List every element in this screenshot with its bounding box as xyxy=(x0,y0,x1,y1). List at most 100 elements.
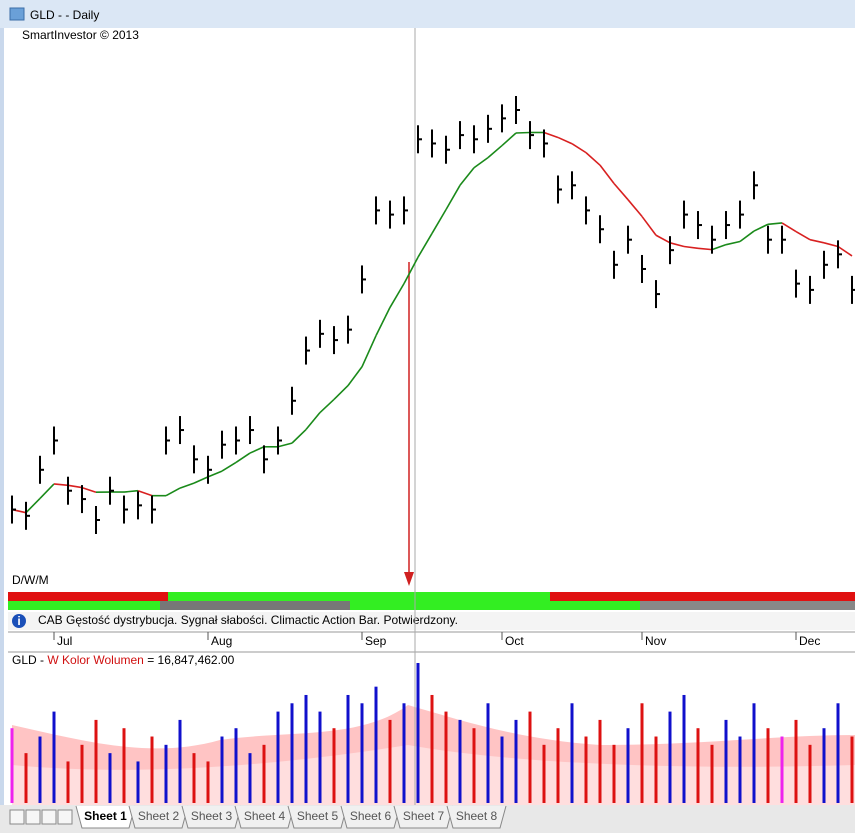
volume-bar xyxy=(193,753,196,803)
volume-bar xyxy=(529,712,532,803)
nav-first[interactable] xyxy=(10,810,24,824)
volume-bar xyxy=(305,695,308,803)
volume-bar xyxy=(249,753,252,803)
sheet-tab-label[interactable]: Sheet 5 xyxy=(297,809,339,823)
volume-bar xyxy=(711,745,714,803)
moving-average xyxy=(516,132,530,133)
volume-bar xyxy=(53,712,56,803)
volume-bar xyxy=(697,728,700,803)
nav-last[interactable] xyxy=(58,810,72,824)
volume-bar xyxy=(851,737,854,803)
volume-bar xyxy=(151,737,154,803)
volume-symbol: GLD - xyxy=(12,653,44,667)
left-frame xyxy=(0,28,4,833)
volume-bar xyxy=(221,737,224,803)
volume-bar xyxy=(137,761,140,803)
strip-red xyxy=(550,592,855,601)
volume-bar xyxy=(543,745,546,803)
volume-bar xyxy=(319,712,322,803)
volume-bar xyxy=(375,687,378,803)
volume-bar xyxy=(235,728,238,803)
month-label: Sep xyxy=(365,634,387,648)
period-switch[interactable]: D/W/M xyxy=(12,573,49,587)
volume-bar xyxy=(641,703,644,803)
volume-bar xyxy=(263,745,266,803)
volume-bar xyxy=(81,745,84,803)
sheet-tab-label[interactable]: Sheet 3 xyxy=(191,809,233,823)
strip-gray xyxy=(160,601,350,610)
volume-bar xyxy=(585,737,588,803)
window-title: GLD - - Daily xyxy=(30,8,99,22)
volume-bar xyxy=(389,720,392,803)
volume-bar xyxy=(291,703,294,803)
month-label: Aug xyxy=(211,634,232,648)
sheet-tab-label[interactable]: Sheet 6 xyxy=(350,809,392,823)
volume-bar xyxy=(683,695,686,803)
volume-bar xyxy=(739,737,742,803)
volume-bar xyxy=(361,703,364,803)
nav-prev[interactable] xyxy=(26,810,40,824)
month-label: Dec xyxy=(799,634,820,648)
strip-gray xyxy=(640,601,855,610)
title-bar xyxy=(0,0,855,28)
volume-bar xyxy=(39,737,42,803)
copyright: SmartInvestor © 2013 xyxy=(22,28,139,42)
volume-bar xyxy=(725,720,728,803)
volume-bar xyxy=(431,695,434,803)
volume-bar xyxy=(123,728,126,803)
sheet-tab-label[interactable]: Sheet 4 xyxy=(244,809,286,823)
info-message: CAB Gęstość dystrybucja. Sygnał słabości… xyxy=(38,613,458,627)
sheet-tab-label[interactable]: Sheet 8 xyxy=(456,809,498,823)
volume-bar xyxy=(473,728,476,803)
volume-bar xyxy=(417,663,420,803)
nav-next[interactable] xyxy=(42,810,56,824)
month-label: Jul xyxy=(57,634,72,648)
volume-bar xyxy=(165,745,168,803)
info-icon-text: i xyxy=(17,614,20,628)
sheet-tab-label[interactable]: Sheet 2 xyxy=(138,809,180,823)
volume-bar xyxy=(571,703,574,803)
volume-bar xyxy=(333,728,336,803)
volume-value: 16,847,462.00 xyxy=(158,653,235,667)
sheet-tab-label[interactable]: Sheet 7 xyxy=(403,809,445,823)
volume-header: GLD - W Kolor Wolumen = 16,847,462.00 xyxy=(12,653,235,667)
volume-bar xyxy=(445,712,448,803)
volume-bar xyxy=(207,761,210,803)
strip-red xyxy=(8,592,168,601)
volume-bar xyxy=(487,703,490,803)
volume-bar xyxy=(599,720,602,803)
volume-bar xyxy=(95,720,98,803)
volume-bar xyxy=(795,720,798,803)
volume-bar xyxy=(837,703,840,803)
volume-bar xyxy=(655,737,658,803)
window-icon xyxy=(10,8,24,20)
volume-bar xyxy=(501,737,504,803)
volume-bar xyxy=(669,712,672,803)
volume-sign: = xyxy=(147,653,154,667)
volume-bar xyxy=(11,728,14,803)
volume-bar xyxy=(823,728,826,803)
volume-bar xyxy=(67,761,70,803)
volume-bar xyxy=(347,695,350,803)
volume-bar xyxy=(809,745,812,803)
sheet-tab-label[interactable]: Sheet 1 xyxy=(84,809,127,823)
volume-bar xyxy=(753,703,756,803)
signal-strip xyxy=(8,592,855,610)
volume-bar xyxy=(767,728,770,803)
volume-bar xyxy=(515,720,518,803)
volume-bar xyxy=(179,720,182,803)
volume-bar xyxy=(403,703,406,803)
volume-name: W Kolor Wolumen xyxy=(47,653,143,667)
volume-bar xyxy=(557,728,560,803)
volume-bar xyxy=(277,712,280,803)
month-label: Nov xyxy=(645,634,666,648)
volume-bar xyxy=(781,737,784,803)
volume-bar xyxy=(627,728,630,803)
volume-bar xyxy=(109,753,112,803)
volume-bar xyxy=(459,720,462,803)
volume-bar xyxy=(25,753,28,803)
volume-bar xyxy=(613,745,616,803)
